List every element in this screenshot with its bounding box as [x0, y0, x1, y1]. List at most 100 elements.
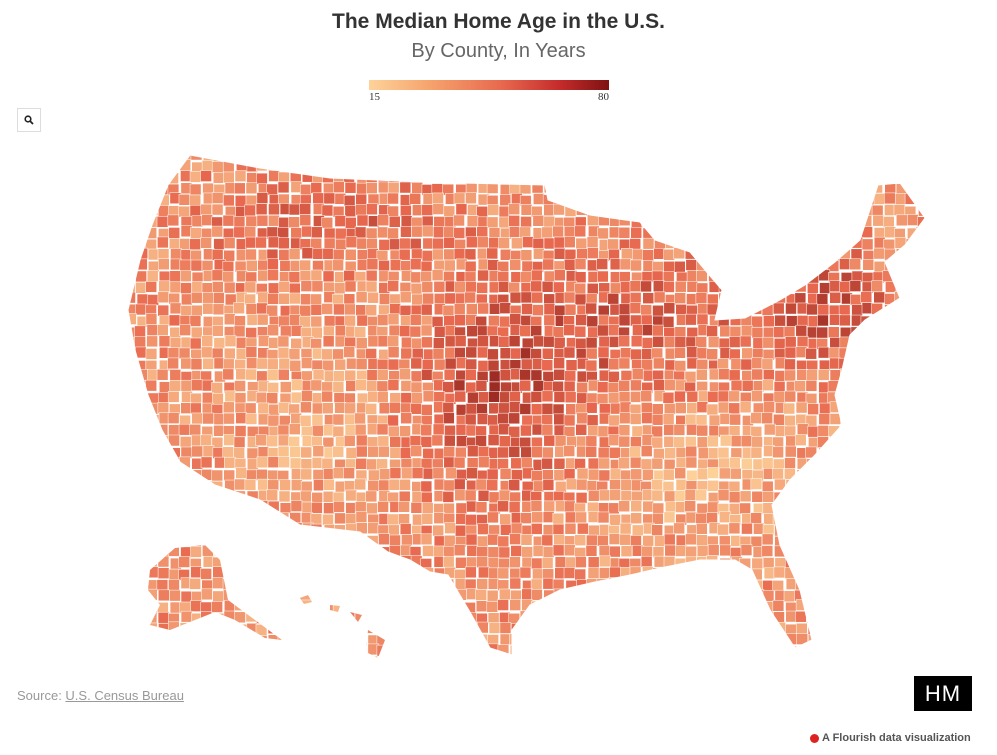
county-cell[interactable] — [411, 467, 424, 479]
county-cell[interactable] — [334, 401, 346, 414]
county-cell[interactable] — [234, 182, 246, 195]
county-cell[interactable] — [157, 160, 170, 173]
county-cell[interactable] — [574, 534, 586, 546]
county-cell[interactable] — [310, 304, 323, 316]
county-cell[interactable] — [520, 249, 533, 261]
county-cell[interactable] — [355, 445, 368, 458]
county-cell[interactable] — [278, 281, 291, 293]
county-cell[interactable] — [761, 533, 774, 546]
county-cell[interactable] — [410, 159, 422, 172]
county-cell[interactable] — [190, 259, 203, 272]
county-cell[interactable] — [707, 150, 720, 162]
county-cell[interactable] — [488, 237, 500, 249]
county-cell[interactable] — [586, 534, 598, 547]
county-cell[interactable] — [917, 381, 929, 394]
county-cell[interactable] — [730, 160, 742, 173]
county-cell[interactable] — [125, 183, 136, 196]
county-cell[interactable] — [167, 513, 180, 526]
county-cell[interactable] — [344, 150, 356, 162]
county-cell[interactable] — [268, 214, 280, 227]
county-cell[interactable] — [126, 613, 138, 625]
county-cell[interactable] — [289, 423, 301, 435]
county-cell[interactable] — [674, 656, 687, 668]
county-cell[interactable] — [708, 281, 721, 293]
county-cell[interactable] — [289, 446, 301, 458]
county-cell[interactable] — [663, 281, 675, 293]
county-cell[interactable] — [453, 645, 465, 658]
county-cell[interactable] — [377, 226, 389, 239]
county-cell[interactable] — [433, 358, 446, 371]
county-cell[interactable] — [728, 522, 741, 535]
county-cell[interactable] — [256, 357, 269, 370]
county-cell[interactable] — [213, 292, 225, 304]
county-cell[interactable] — [805, 446, 817, 459]
county-cell[interactable] — [222, 260, 235, 273]
county-cell[interactable] — [410, 445, 422, 457]
county-cell[interactable] — [750, 412, 762, 424]
county-cell[interactable] — [871, 402, 884, 414]
county-cell[interactable] — [509, 291, 522, 304]
county-cell[interactable] — [445, 467, 457, 480]
county-cell[interactable] — [442, 578, 454, 591]
county-cell[interactable] — [301, 545, 313, 558]
county-cell[interactable] — [642, 249, 654, 261]
county-cell[interactable] — [355, 379, 367, 391]
county-cell[interactable] — [895, 534, 907, 546]
county-cell[interactable] — [763, 315, 775, 328]
county-cell[interactable] — [841, 182, 853, 195]
county-cell[interactable] — [500, 655, 512, 667]
county-cell[interactable] — [839, 226, 852, 239]
county-cell[interactable] — [696, 612, 708, 624]
county-cell[interactable] — [344, 181, 357, 194]
county-cell[interactable] — [189, 578, 201, 590]
county-cell[interactable] — [366, 238, 378, 250]
county-cell[interactable] — [190, 513, 203, 526]
county-cell[interactable] — [763, 192, 775, 205]
county-cell[interactable] — [289, 149, 302, 161]
county-cell[interactable] — [168, 292, 180, 305]
county-cell[interactable] — [796, 217, 808, 229]
county-cell[interactable] — [532, 644, 544, 657]
county-cell[interactable] — [421, 215, 434, 228]
county-cell[interactable] — [686, 193, 699, 205]
county-cell[interactable] — [345, 447, 358, 459]
county-cell[interactable] — [630, 436, 642, 448]
county-cell[interactable] — [915, 546, 927, 559]
county-cell[interactable] — [244, 588, 257, 601]
county-cell[interactable] — [751, 259, 763, 272]
county-cell[interactable] — [917, 193, 929, 206]
county-cell[interactable] — [333, 282, 346, 294]
county-cell[interactable] — [233, 566, 245, 579]
county-cell[interactable] — [685, 259, 698, 271]
county-cell[interactable] — [290, 535, 302, 547]
county-cell[interactable] — [289, 634, 301, 647]
county-cell[interactable] — [818, 634, 830, 647]
county-cell[interactable] — [212, 566, 224, 578]
county-cell[interactable] — [872, 337, 885, 349]
county-cell[interactable] — [223, 469, 235, 482]
county-cell[interactable] — [839, 468, 852, 481]
county-cell[interactable] — [224, 456, 236, 469]
county-cell[interactable] — [685, 336, 698, 349]
county-cell[interactable] — [618, 357, 631, 370]
county-cell[interactable] — [763, 401, 775, 413]
county-cell[interactable] — [818, 502, 831, 514]
county-cell[interactable] — [366, 380, 378, 392]
county-cell[interactable] — [784, 203, 797, 216]
county-cell[interactable] — [883, 238, 895, 251]
county-cell[interactable] — [673, 600, 685, 613]
county-cell[interactable] — [839, 512, 851, 524]
county-cell[interactable] — [278, 524, 291, 537]
county-cell[interactable] — [267, 150, 279, 161]
county-cell[interactable] — [839, 556, 852, 568]
county-cell[interactable] — [664, 544, 677, 557]
county-cell[interactable] — [444, 522, 456, 534]
county-cell[interactable] — [608, 392, 620, 404]
county-cell[interactable] — [301, 170, 314, 183]
county-cell[interactable] — [895, 149, 907, 161]
county-cell[interactable] — [388, 478, 401, 491]
county-cell[interactable] — [310, 149, 323, 161]
county-cell[interactable] — [167, 357, 179, 370]
county-cell[interactable] — [728, 172, 741, 184]
county-cell[interactable] — [444, 357, 457, 370]
